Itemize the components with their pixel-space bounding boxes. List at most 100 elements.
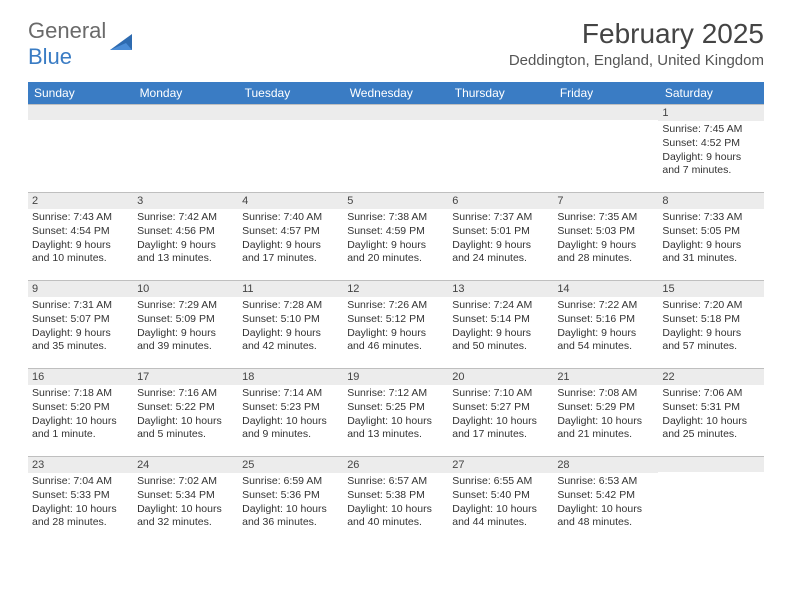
day-number: 21 bbox=[553, 368, 658, 385]
day-number-empty bbox=[553, 104, 658, 120]
day-number: 19 bbox=[343, 368, 448, 385]
day-details: Sunrise: 7:40 AMSunset: 4:57 PMDaylight:… bbox=[238, 209, 343, 268]
sunset-line: Sunset: 5:14 PM bbox=[452, 313, 549, 327]
day-number: 14 bbox=[553, 280, 658, 297]
calendar-empty-cell bbox=[343, 104, 448, 192]
sunset-line: Sunset: 5:16 PM bbox=[557, 313, 654, 327]
sunset-line: Sunset: 5:03 PM bbox=[557, 225, 654, 239]
calendar-day-cell: 2Sunrise: 7:43 AMSunset: 4:54 PMDaylight… bbox=[28, 192, 133, 280]
sunset-line: Sunset: 5:38 PM bbox=[347, 489, 444, 503]
sunrise-line: Sunrise: 7:42 AM bbox=[137, 211, 234, 225]
day-number-empty bbox=[448, 104, 553, 120]
calendar-day-cell: 8Sunrise: 7:33 AMSunset: 5:05 PMDaylight… bbox=[658, 192, 763, 280]
sunrise-line: Sunrise: 6:55 AM bbox=[452, 475, 549, 489]
daylight-line: Daylight: 9 hours and 13 minutes. bbox=[137, 239, 234, 266]
sunrise-line: Sunrise: 7:28 AM bbox=[242, 299, 339, 313]
daylight-line: Daylight: 9 hours and 42 minutes. bbox=[242, 327, 339, 354]
day-number: 20 bbox=[448, 368, 553, 385]
daylight-line: Daylight: 9 hours and 39 minutes. bbox=[137, 327, 234, 354]
daylight-line: Daylight: 10 hours and 21 minutes. bbox=[557, 415, 654, 442]
calendar-day-cell: 4Sunrise: 7:40 AMSunset: 4:57 PMDaylight… bbox=[238, 192, 343, 280]
sunset-line: Sunset: 5:25 PM bbox=[347, 401, 444, 415]
day-number: 27 bbox=[448, 456, 553, 473]
day-details: Sunrise: 7:20 AMSunset: 5:18 PMDaylight:… bbox=[658, 297, 763, 356]
day-details: Sunrise: 7:29 AMSunset: 5:09 PMDaylight:… bbox=[133, 297, 238, 356]
sunset-line: Sunset: 4:56 PM bbox=[137, 225, 234, 239]
calendar-day-cell: 12Sunrise: 7:26 AMSunset: 5:12 PMDayligh… bbox=[343, 280, 448, 368]
sunrise-line: Sunrise: 6:59 AM bbox=[242, 475, 339, 489]
calendar-day-cell: 27Sunrise: 6:55 AMSunset: 5:40 PMDayligh… bbox=[448, 456, 553, 544]
calendar-day-cell: 22Sunrise: 7:06 AMSunset: 5:31 PMDayligh… bbox=[658, 368, 763, 456]
day-details: Sunrise: 7:43 AMSunset: 4:54 PMDaylight:… bbox=[28, 209, 133, 268]
day-details: Sunrise: 7:35 AMSunset: 5:03 PMDaylight:… bbox=[553, 209, 658, 268]
daylight-line: Daylight: 9 hours and 54 minutes. bbox=[557, 327, 654, 354]
sunrise-line: Sunrise: 7:26 AM bbox=[347, 299, 444, 313]
day-details: Sunrise: 6:59 AMSunset: 5:36 PMDaylight:… bbox=[238, 473, 343, 532]
sunset-line: Sunset: 5:40 PM bbox=[452, 489, 549, 503]
calendar-day-cell: 3Sunrise: 7:42 AMSunset: 4:56 PMDaylight… bbox=[133, 192, 238, 280]
logo: General Blue bbox=[28, 18, 136, 70]
calendar-day-cell: 25Sunrise: 6:59 AMSunset: 5:36 PMDayligh… bbox=[238, 456, 343, 544]
calendar-header-row: SundayMondayTuesdayWednesdayThursdayFrid… bbox=[28, 82, 764, 104]
daylight-line: Daylight: 9 hours and 50 minutes. bbox=[452, 327, 549, 354]
sunrise-line: Sunrise: 7:40 AM bbox=[242, 211, 339, 225]
daylight-line: Daylight: 10 hours and 25 minutes. bbox=[662, 415, 759, 442]
sunrise-line: Sunrise: 7:35 AM bbox=[557, 211, 654, 225]
sunrise-line: Sunrise: 7:37 AM bbox=[452, 211, 549, 225]
sunrise-line: Sunrise: 7:20 AM bbox=[662, 299, 759, 313]
day-number: 16 bbox=[28, 368, 133, 385]
daylight-line: Daylight: 10 hours and 44 minutes. bbox=[452, 503, 549, 530]
weekday-header: Friday bbox=[553, 82, 658, 104]
day-number: 10 bbox=[133, 280, 238, 297]
day-number: 8 bbox=[658, 192, 763, 209]
day-number-empty bbox=[28, 104, 133, 120]
month-title: February 2025 bbox=[509, 18, 764, 50]
sunset-line: Sunset: 5:34 PM bbox=[137, 489, 234, 503]
daylight-line: Daylight: 10 hours and 5 minutes. bbox=[137, 415, 234, 442]
sunrise-line: Sunrise: 7:08 AM bbox=[557, 387, 654, 401]
calendar-empty-cell bbox=[28, 104, 133, 192]
calendar-empty-cell bbox=[553, 104, 658, 192]
calendar-day-cell: 19Sunrise: 7:12 AMSunset: 5:25 PMDayligh… bbox=[343, 368, 448, 456]
day-number: 23 bbox=[28, 456, 133, 473]
calendar-day-cell: 21Sunrise: 7:08 AMSunset: 5:29 PMDayligh… bbox=[553, 368, 658, 456]
calendar-day-cell: 9Sunrise: 7:31 AMSunset: 5:07 PMDaylight… bbox=[28, 280, 133, 368]
sunset-line: Sunset: 5:01 PM bbox=[452, 225, 549, 239]
day-number: 18 bbox=[238, 368, 343, 385]
daylight-line: Daylight: 10 hours and 17 minutes. bbox=[452, 415, 549, 442]
day-details: Sunrise: 7:26 AMSunset: 5:12 PMDaylight:… bbox=[343, 297, 448, 356]
calendar-empty-cell bbox=[133, 104, 238, 192]
sunset-line: Sunset: 5:09 PM bbox=[137, 313, 234, 327]
day-number: 15 bbox=[658, 280, 763, 297]
calendar-day-cell: 13Sunrise: 7:24 AMSunset: 5:14 PMDayligh… bbox=[448, 280, 553, 368]
calendar-day-cell: 7Sunrise: 7:35 AMSunset: 5:03 PMDaylight… bbox=[553, 192, 658, 280]
day-number-empty bbox=[238, 104, 343, 120]
day-details: Sunrise: 7:28 AMSunset: 5:10 PMDaylight:… bbox=[238, 297, 343, 356]
daylight-line: Daylight: 9 hours and 20 minutes. bbox=[347, 239, 444, 266]
day-number: 1 bbox=[658, 104, 763, 121]
sunrise-line: Sunrise: 7:12 AM bbox=[347, 387, 444, 401]
day-details: Sunrise: 7:42 AMSunset: 4:56 PMDaylight:… bbox=[133, 209, 238, 268]
day-number: 25 bbox=[238, 456, 343, 473]
day-number: 7 bbox=[553, 192, 658, 209]
sunset-line: Sunset: 5:22 PM bbox=[137, 401, 234, 415]
daylight-line: Daylight: 10 hours and 9 minutes. bbox=[242, 415, 339, 442]
day-details: Sunrise: 7:45 AMSunset: 4:52 PMDaylight:… bbox=[658, 121, 763, 180]
day-number: 5 bbox=[343, 192, 448, 209]
sunrise-line: Sunrise: 7:43 AM bbox=[32, 211, 129, 225]
sunrise-line: Sunrise: 7:04 AM bbox=[32, 475, 129, 489]
daylight-line: Daylight: 10 hours and 32 minutes. bbox=[137, 503, 234, 530]
day-details: Sunrise: 7:22 AMSunset: 5:16 PMDaylight:… bbox=[553, 297, 658, 356]
sunset-line: Sunset: 5:18 PM bbox=[662, 313, 759, 327]
daylight-line: Daylight: 9 hours and 24 minutes. bbox=[452, 239, 549, 266]
sunset-line: Sunset: 5:07 PM bbox=[32, 313, 129, 327]
calendar-day-cell: 1Sunrise: 7:45 AMSunset: 4:52 PMDaylight… bbox=[658, 104, 763, 192]
weekday-header: Monday bbox=[133, 82, 238, 104]
day-details: Sunrise: 6:55 AMSunset: 5:40 PMDaylight:… bbox=[448, 473, 553, 532]
calendar-day-cell: 5Sunrise: 7:38 AMSunset: 4:59 PMDaylight… bbox=[343, 192, 448, 280]
sunset-line: Sunset: 5:42 PM bbox=[557, 489, 654, 503]
calendar-day-cell: 24Sunrise: 7:02 AMSunset: 5:34 PMDayligh… bbox=[133, 456, 238, 544]
calendar-day-cell: 6Sunrise: 7:37 AMSunset: 5:01 PMDaylight… bbox=[448, 192, 553, 280]
calendar-empty-cell bbox=[238, 104, 343, 192]
sunset-line: Sunset: 5:20 PM bbox=[32, 401, 129, 415]
